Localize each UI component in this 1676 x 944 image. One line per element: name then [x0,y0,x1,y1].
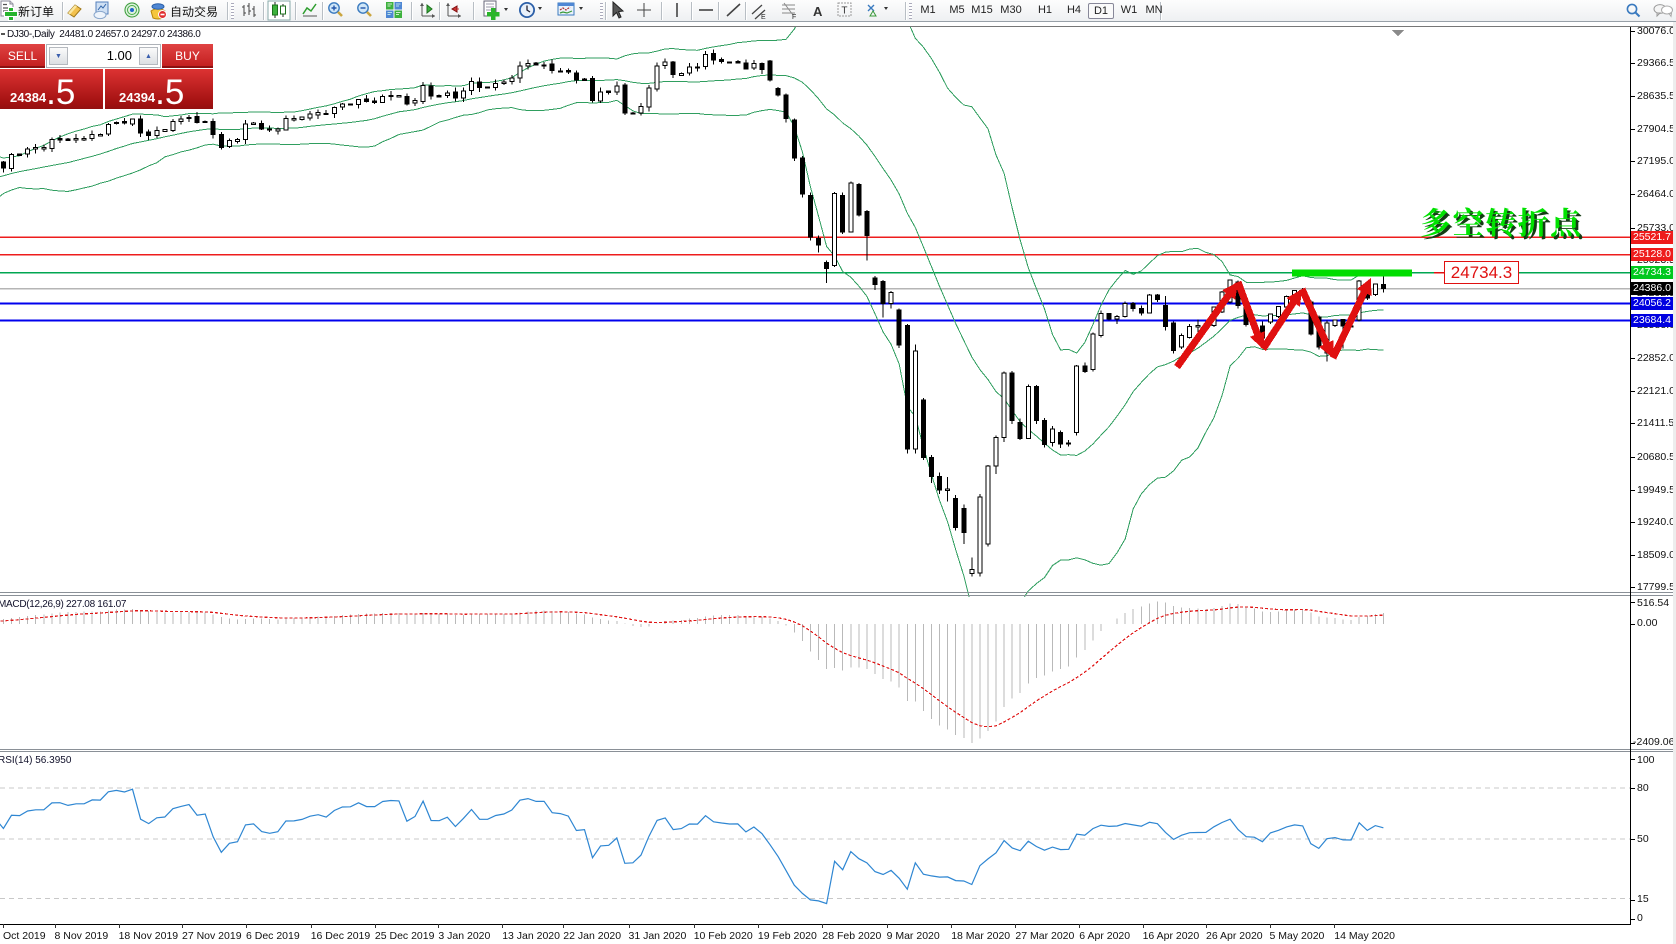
svg-text:E: E [761,14,766,21]
svg-text:F: F [792,14,796,21]
svg-text:A: A [813,4,823,19]
svg-text:T: T [841,6,847,17]
